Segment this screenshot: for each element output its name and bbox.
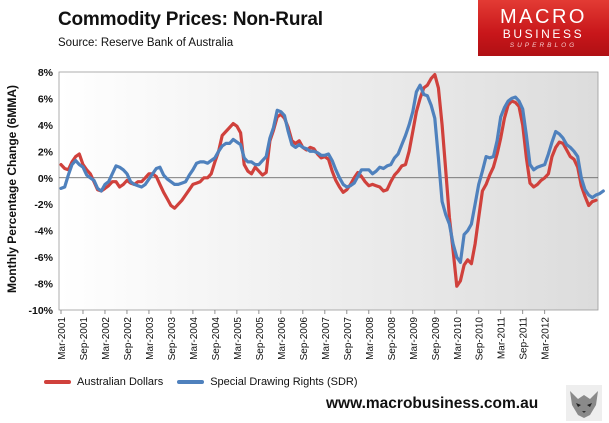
x-tick-label: Sep-2010 <box>475 317 486 361</box>
y-tick-label: -4% <box>34 226 53 238</box>
x-tick-label: Mar-2003 <box>145 317 156 360</box>
x-tick-label: Mar-2006 <box>277 317 288 360</box>
x-tick-label: Mar-2001 <box>57 317 68 360</box>
chart-source: Source: Reserve Bank of Australia <box>58 37 234 49</box>
x-tick-label: Sep-2005 <box>255 317 266 361</box>
x-tick-label: Mar-2004 <box>189 317 200 360</box>
x-tick-label: Sep-2011 <box>519 317 530 360</box>
x-tick-label: Sep-2008 <box>387 317 398 361</box>
macrobusiness-logo: MACRO BUSINESS SUPERBLOG <box>478 0 609 56</box>
y-tick-label: 8% <box>38 67 54 79</box>
logo-line-macro: MACRO <box>500 6 587 28</box>
y-tick-label: 4% <box>38 120 54 132</box>
x-tick-label: Mar-2002 <box>101 317 112 360</box>
y-tick-label: -10% <box>28 305 53 317</box>
wolf-logo-icon <box>566 385 602 421</box>
x-tick-label: Sep-2002 <box>123 317 134 361</box>
x-tick-label: Mar-2009 <box>409 317 420 360</box>
x-tick-label: Mar-2012 <box>541 317 552 360</box>
website-url: www.macrobusiness.com.au <box>326 395 539 412</box>
x-tick-label: Mar-2008 <box>365 317 376 360</box>
x-tick-label: Mar-2005 <box>233 317 244 360</box>
x-tick-label: Mar-2010 <box>453 317 464 360</box>
legend-item-aud: Australian Dollars <box>44 376 163 388</box>
y-tick-label: -6% <box>34 252 53 264</box>
x-tick-label: Mar-2011 <box>497 317 508 359</box>
x-tick-label: Sep-2003 <box>167 317 178 361</box>
x-tick-label: Sep-2006 <box>299 317 310 361</box>
y-tick-label: 2% <box>38 146 54 158</box>
legend-label-aud: Australian Dollars <box>77 376 164 388</box>
x-tick-label: Mar-2007 <box>321 317 332 360</box>
x-tick-label: Sep-2004 <box>211 317 222 361</box>
legend: Australian Dollars Special Drawing Right… <box>44 374 372 390</box>
x-tick-label: Sep-2009 <box>431 317 442 361</box>
logo-line-superblog: SUPERBLOG <box>509 42 578 49</box>
series-line-sdr <box>59 83 605 264</box>
x-tick-label: Sep-2001 <box>79 317 90 361</box>
y-tick-label: 6% <box>38 93 54 105</box>
y-tick-label: 0% <box>38 173 54 185</box>
logo-line-business: BUSINESS <box>502 27 585 41</box>
series-group <box>59 72 605 288</box>
legend-swatch-aud <box>44 380 71 384</box>
plot-area <box>58 71 599 311</box>
legend-swatch-sdr <box>177 380 205 384</box>
y-tick-label: -8% <box>34 279 53 291</box>
x-tick-label: Sep-2007 <box>343 317 354 361</box>
legend-label-sdr: Special Drawing Rights (SDR) <box>210 376 358 388</box>
legend-item-sdr: Special Drawing Rights (SDR) <box>177 376 358 388</box>
x-axis: Mar-2001 Sep-2001 Mar-2002 Sep-2002 Mar-2003… <box>57 310 552 360</box>
series-line-aud <box>59 72 598 288</box>
chart-title: Commodity Prices: Non-Rural <box>58 9 323 30</box>
y-tick-label: -2% <box>34 199 53 211</box>
y-axis: 8% 6% 4% 2% 0% -2% -4% -6% -8% -10% <box>28 67 598 317</box>
